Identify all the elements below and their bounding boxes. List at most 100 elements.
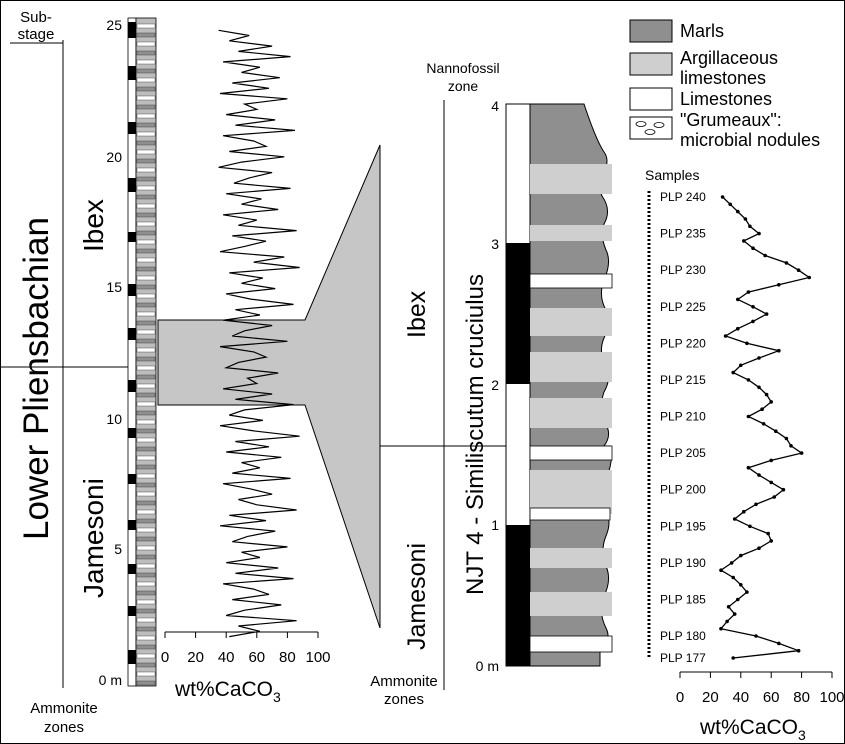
- left-caco3-line: [218, 29, 300, 638]
- sample-label: PLP 220: [660, 336, 706, 350]
- right-ammonite-bar: [505, 103, 531, 667]
- left-xlabel-60: 60: [248, 649, 265, 666]
- left-zone-axis-label-line1: Ammonite: [30, 700, 98, 717]
- left-ammonite-band: [128, 380, 136, 392]
- nanno-header-line1: Nannofossil: [426, 60, 499, 76]
- right-caco3-point: [745, 590, 749, 594]
- left-litho-bed: [136, 23, 156, 29]
- left-litho-bed: [136, 401, 156, 407]
- right-xlabel-20: 20: [702, 689, 719, 706]
- right-caco3-point: [766, 531, 770, 536]
- left-zone-axis-label-line2: zones: [44, 719, 84, 736]
- right-caco3-point: [769, 400, 773, 404]
- right-caco3-point: [784, 436, 789, 441]
- left-zone-jamesoni: Jamesoni: [78, 478, 109, 598]
- right-depth-tick-1: 1: [491, 517, 499, 533]
- left-depth-tick-25: 25: [106, 17, 122, 33]
- right-caco3-point: [769, 480, 773, 485]
- substage-label: Lower Pliensbachian: [17, 217, 56, 540]
- right-caco3-point: [731, 370, 735, 375]
- right-litho-limestone-2: [529, 445, 613, 461]
- right-caco3-point: [769, 458, 773, 463]
- right-litho-limestone-4: [529, 635, 613, 653]
- right-bar-black-lower: [506, 525, 530, 666]
- right-caco3-point: [757, 385, 761, 390]
- left-litho-bed: [136, 536, 156, 542]
- right-xlabel-60: 60: [763, 689, 780, 706]
- left-xaxis: 0 20 40 60 80 100 wt%CaCO3: [161, 631, 331, 705]
- left-litho-bed: [136, 239, 156, 245]
- right-caco3-point: [723, 334, 728, 338]
- left-litho-bed: [136, 176, 156, 182]
- right-caco3-point: [726, 605, 731, 609]
- left-litho-bed: [136, 311, 156, 317]
- sample-label: PLP 210: [660, 410, 706, 424]
- left-litho-bed: [136, 455, 156, 461]
- left-litho-bed: [136, 491, 156, 497]
- right-caco3-point: [739, 553, 743, 558]
- right-caco3-point: [777, 348, 781, 353]
- left-ammonite-band: [128, 474, 136, 484]
- left-litho-bed: [136, 131, 156, 137]
- left-depth-tick-15: 15: [106, 279, 122, 295]
- right-caco3-point: [754, 502, 758, 507]
- left-litho-bed: [136, 212, 156, 218]
- right-caco3-point: [731, 656, 735, 660]
- right-xlabel-80: 80: [793, 689, 810, 706]
- left-xlabel-40: 40: [218, 649, 235, 666]
- left-ammonite-band: [128, 564, 136, 574]
- right-depth-tick-3: 3: [491, 236, 499, 252]
- right-bar-black-upper: [506, 243, 530, 384]
- right-caco3-point: [732, 612, 737, 616]
- left-litho-bed: [136, 617, 156, 623]
- legend-swatch-argillaceous: [629, 52, 673, 76]
- left-litho-bed: [136, 338, 156, 344]
- substage-header-line1: Sub-: [20, 9, 52, 26]
- left-litho-bed: [136, 50, 156, 56]
- left-ammonite-band: [128, 66, 136, 80]
- left-ammonite-band: [128, 650, 136, 664]
- right-depth-axis: 4 3 2 1 0 m: [476, 98, 500, 674]
- left-litho-bed: [136, 257, 156, 263]
- left-litho-bed: [136, 185, 156, 191]
- right-caco3-point: [757, 231, 761, 236]
- right-caco3-point: [757, 546, 761, 550]
- left-litho-bed: [136, 572, 156, 578]
- left-ammonite-band: [128, 428, 136, 438]
- legend-swatch-marls: [629, 19, 673, 43]
- right-caco3-point: [739, 583, 743, 587]
- left-litho-bed: [136, 563, 156, 569]
- right-caco3-point: [781, 487, 786, 492]
- legend-label-argillaceous-line1: Argillaceous: [680, 48, 778, 68]
- left-litho-bed: [136, 419, 156, 425]
- left-xlabel-0: 0: [161, 649, 169, 666]
- left-zone-ibex: Ibex: [78, 199, 109, 252]
- left-caco3-curve-group: [218, 29, 300, 638]
- left-ammonite-band: [128, 122, 136, 134]
- right-caco3-point: [746, 378, 751, 382]
- legend-label-argillaceous-line2: limestones: [680, 68, 766, 88]
- right-caco3-point: [736, 597, 740, 602]
- right-xaxis-title-sub: 3: [798, 727, 806, 743]
- legend-swatch-limestones: [629, 87, 673, 111]
- right-caco3-point: [799, 451, 804, 455]
- left-litho-bed: [136, 59, 156, 65]
- right-caco3-point: [784, 261, 789, 265]
- right-caco3-point: [742, 509, 746, 514]
- legend-label-grumeaux-line2: microbial nodules: [680, 130, 820, 150]
- left-litho-bed: [136, 392, 156, 398]
- left-litho-bed: [136, 527, 156, 533]
- left-litho-bed: [136, 518, 156, 524]
- left-ammonite-band: [128, 232, 136, 242]
- right-litho-argillaceous-6: [530, 470, 612, 514]
- right-caco3-point: [751, 246, 755, 250]
- left-litho-bed: [136, 410, 156, 416]
- left-depth-axis: 25 20 15 10 5 0 m: [99, 17, 123, 688]
- right-caco3-point: [754, 634, 758, 638]
- right-caco3-point: [751, 319, 755, 324]
- right-litho-argillaceous-8: [530, 592, 612, 616]
- legend-nodule-icon-1: [635, 121, 647, 127]
- left-litho-bed: [136, 86, 156, 92]
- left-litho-bed: [136, 230, 156, 236]
- samples-header: Samples: [645, 167, 699, 183]
